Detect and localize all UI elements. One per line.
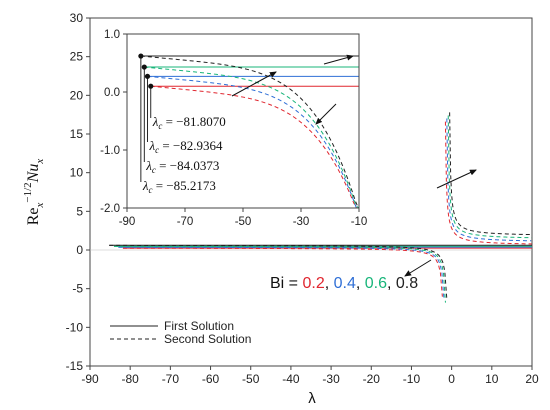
x-tick-label: -20 bbox=[363, 372, 381, 386]
x-tick-label: -80 bbox=[122, 372, 140, 386]
inset-second-solution-line bbox=[140, 55, 359, 209]
bi-value: 0.2 bbox=[302, 275, 324, 292]
y-label-sub1: x bbox=[34, 202, 46, 208]
svg-text:Rex−1/2Nux: Rex−1/2Nux bbox=[22, 159, 46, 226]
inset-y-tick-label: -2.0 bbox=[100, 203, 120, 215]
lambda-c-label: λc = −85.2173 bbox=[142, 178, 216, 195]
inset-y-tick-label: 0.0 bbox=[104, 87, 120, 99]
inset-x-tick-label: -10 bbox=[351, 216, 368, 228]
inset-x-tick-label: -70 bbox=[177, 216, 194, 228]
y-tick-label: 5 bbox=[76, 204, 83, 218]
y-label-sup: −1/2 bbox=[22, 182, 34, 202]
y-tick-label: -10 bbox=[66, 320, 84, 334]
inset-y-tick-label: -1.0 bbox=[100, 145, 120, 157]
lambda-c-label: λc = −82.9364 bbox=[148, 138, 223, 155]
y-tick-label: 15 bbox=[70, 127, 84, 141]
trend-arrow bbox=[315, 103, 337, 125]
second-solution-lower-branch bbox=[118, 246, 445, 298]
second-solution-upper-branch bbox=[447, 115, 532, 239]
x-tick-label: 20 bbox=[525, 372, 539, 386]
second-solution-lower-branch bbox=[122, 247, 443, 297]
lambda-c-label: λc = −84.0373 bbox=[145, 158, 219, 175]
y-axis-label: Rex−1/2Nux bbox=[22, 159, 46, 226]
x-axis-label: λ bbox=[308, 390, 316, 407]
inset-y-tick-label: 1.0 bbox=[104, 29, 120, 41]
bi-value: 0.8 bbox=[396, 275, 418, 292]
x-tick-label: 0 bbox=[448, 372, 455, 386]
inset-x-tick-label: -90 bbox=[119, 216, 136, 228]
second-solution-upper-branch bbox=[449, 112, 533, 236]
x-tick-label: -60 bbox=[202, 372, 220, 386]
trend-arrow bbox=[231, 71, 277, 97]
x-tick-label: -90 bbox=[81, 372, 99, 386]
first-solution-label: First Solution bbox=[164, 319, 234, 333]
x-tick-label: -10 bbox=[403, 372, 421, 386]
inset-second-solution-line bbox=[147, 75, 357, 208]
bi-legend: Bi = 0.2, 0.4, 0.6, 0.8 bbox=[270, 275, 418, 292]
inset-series-lines bbox=[140, 55, 360, 209]
y-tick-label: -5 bbox=[72, 282, 83, 296]
inset-x-tick-label: -30 bbox=[293, 216, 310, 228]
y-tick-label: 0 bbox=[76, 243, 83, 257]
inset-x-tick-label: -50 bbox=[235, 216, 252, 228]
inset-axis-ticks: -90 -70 -50 -30 -10 1.0 0.0 -1.0 -2.0 bbox=[100, 29, 367, 228]
trend-arrow bbox=[323, 54, 354, 65]
y-label-base: Re bbox=[25, 207, 42, 225]
y-label-sub2: x bbox=[34, 159, 46, 165]
bi-value: 0.4 bbox=[334, 275, 356, 292]
bi-value: 0.6 bbox=[365, 275, 387, 292]
y-tick-label: 20 bbox=[70, 88, 84, 102]
second-solution-upper-branch bbox=[446, 118, 532, 242]
x-tick-label: -30 bbox=[322, 372, 340, 386]
main-series-lines bbox=[109, 112, 533, 303]
plot-frame bbox=[89, 17, 533, 367]
y-label-var: Nu bbox=[25, 164, 42, 184]
y-tick-label: -15 bbox=[66, 359, 84, 373]
trend-arrows bbox=[231, 54, 477, 277]
lambda-c-label: λc = −81.8070 bbox=[152, 114, 226, 131]
x-tick-label: -70 bbox=[162, 372, 180, 386]
x-tick-label: -50 bbox=[242, 372, 260, 386]
axis-ticks: -90 -80 -70 -60 -50 -40 -30 -20 -10 0 10 20-15-10-5… bbox=[66, 11, 539, 386]
inset-second-solution-line bbox=[144, 66, 360, 209]
second-solution-label: Second Solution bbox=[164, 332, 251, 346]
y-tick-label: 30 bbox=[70, 11, 84, 25]
trend-arrow bbox=[436, 169, 477, 189]
inset-annotations: λc = −81.8070 λc = −82.9364 λc = −84.0373 λ… bbox=[138, 53, 226, 195]
y-tick-label: 10 bbox=[70, 166, 84, 180]
second-solution-lower-branch bbox=[113, 245, 446, 303]
x-tick-label: -40 bbox=[282, 372, 300, 386]
x-tick-label: 10 bbox=[485, 372, 499, 386]
trend-arrow bbox=[404, 259, 432, 277]
second-solution-upper-branch bbox=[444, 121, 532, 245]
second-solution-lower-branch bbox=[109, 244, 448, 299]
y-tick-label: 25 bbox=[70, 50, 84, 64]
